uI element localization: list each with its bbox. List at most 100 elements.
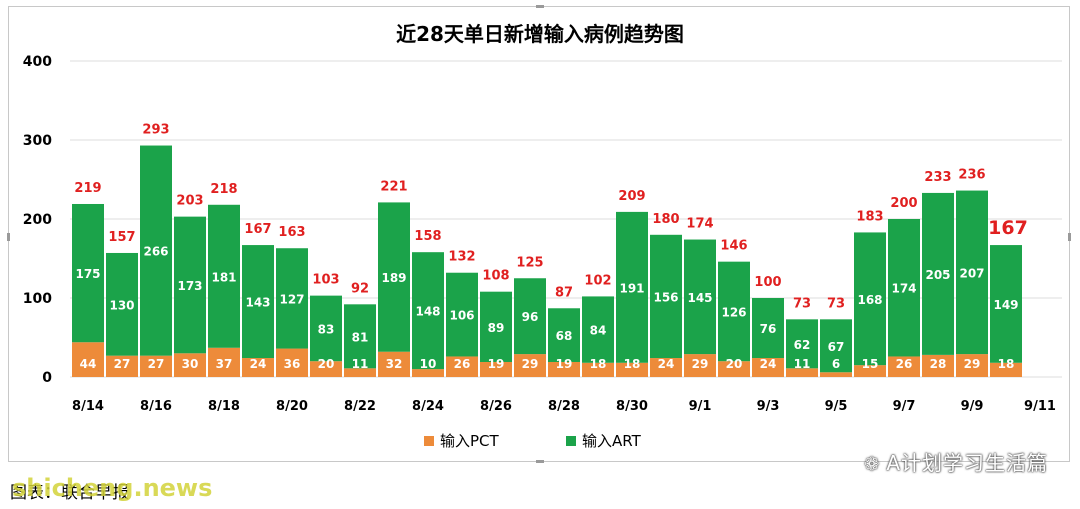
art-value-label: 106 (449, 309, 474, 323)
bar-art (72, 203, 104, 343)
total-value-label: 92 (351, 281, 369, 296)
bar-pct (956, 354, 988, 377)
bar-art (140, 145, 172, 356)
bar-pct (208, 347, 240, 377)
art-value-label: 189 (381, 271, 406, 285)
bar-art (310, 295, 342, 362)
pct-value-label: 19 (556, 357, 573, 371)
bar-art (684, 239, 716, 355)
site-watermark: shicheng.news (12, 474, 213, 502)
total-value-label: 100 (754, 275, 781, 290)
total-value-label: 158 (414, 229, 441, 244)
total-value-label: 163 (278, 225, 305, 240)
total-value-label: 221 (380, 179, 407, 194)
resize-handle-top[interactable] (536, 5, 544, 8)
legend-label: 输入PCT (440, 432, 500, 450)
bar-pct (344, 368, 376, 377)
legend-swatch (566, 436, 576, 446)
x-tick-label: 8/30 (616, 399, 648, 414)
watermark-text: A计划学习生活篇 (886, 451, 1048, 475)
x-tick-label: 9/9 (961, 399, 984, 414)
bar-art (514, 278, 546, 355)
x-tick-label: 8/28 (548, 399, 580, 414)
bar-pct (752, 358, 784, 377)
pct-value-label: 19 (488, 357, 505, 371)
resize-handle-right[interactable] (1068, 233, 1071, 241)
pct-value-label: 37 (216, 357, 233, 371)
pct-value-label: 30 (182, 357, 199, 371)
pct-value-label: 10 (420, 357, 437, 371)
pct-value-label: 18 (998, 357, 1015, 371)
chart: 近28天单日新增输入病例趋势图 0 100 200 300 400 44 175 219 27… (23, 22, 1062, 450)
wechat-icon: ❁ (864, 454, 881, 475)
pct-value-label: 6 (832, 357, 840, 371)
art-value-label: 156 (653, 290, 678, 304)
bar-art (276, 248, 308, 349)
x-tick-label: 9/5 (825, 399, 848, 414)
bar-pct (616, 362, 648, 377)
total-value-label: 233 (924, 170, 951, 185)
total-value-label: 200 (890, 196, 917, 211)
art-value-label: 143 (245, 296, 270, 310)
resize-handle-bottom[interactable] (536, 460, 544, 463)
x-tick-label: 8/18 (208, 399, 240, 414)
x-tick-label: 9/11 (1024, 399, 1056, 414)
bar-pct (174, 353, 206, 377)
total-value-label: 102 (584, 273, 611, 288)
bar-art (616, 211, 648, 363)
pct-value-label: 18 (624, 357, 641, 371)
bar-pct (242, 358, 274, 377)
bar-pct (310, 361, 342, 377)
art-value-label: 81 (352, 330, 369, 344)
bar-pct (650, 358, 682, 377)
watermark: ❁ A计划学习生活篇 (864, 447, 1048, 476)
art-value-label: 96 (522, 310, 539, 324)
total-value-label: 146 (720, 239, 747, 254)
pct-value-label: 29 (522, 357, 539, 371)
pct-value-label: 15 (862, 357, 879, 371)
art-value-label: 149 (993, 298, 1018, 312)
total-value-label: 167 (244, 222, 271, 237)
x-tick-label: 8/22 (344, 399, 376, 414)
y-tick-label: 300 (23, 133, 52, 149)
bar-pct (922, 354, 954, 377)
bar-art (786, 319, 818, 369)
bar-pct (582, 362, 614, 377)
art-value-label: 174 (891, 282, 916, 296)
bar-pct (990, 362, 1022, 377)
bar-art (344, 304, 376, 369)
pct-value-label: 24 (658, 357, 675, 371)
bar-pct (446, 356, 478, 377)
x-tick-label: 9/7 (893, 399, 916, 414)
pct-value-label: 36 (284, 357, 301, 371)
art-value-label: 67 (828, 340, 845, 354)
resize-handle-left[interactable] (7, 233, 10, 241)
pct-value-label: 44 (80, 357, 97, 371)
x-tick-label: 8/16 (140, 399, 172, 414)
bar-pct (106, 355, 138, 377)
bar-pct (72, 342, 104, 377)
total-value-label: 236 (958, 168, 985, 183)
pct-value-label: 24 (250, 357, 267, 371)
bar-art (752, 298, 784, 359)
art-value-label: 175 (75, 267, 100, 281)
total-value-label: 203 (176, 194, 203, 209)
total-value-label: 108 (482, 269, 509, 284)
chart-title: 近28天单日新增输入病例趋势图 (396, 22, 684, 46)
pct-value-label: 11 (794, 357, 811, 371)
total-value-label: 125 (516, 255, 543, 270)
bar-pct (718, 361, 750, 377)
x-tick-label: 8/26 (480, 399, 512, 414)
pct-value-label: 27 (148, 357, 165, 371)
pct-value-label: 18 (590, 357, 607, 371)
pct-value-label: 20 (726, 357, 743, 371)
art-value-label: 173 (177, 279, 202, 293)
bar-art (208, 204, 240, 348)
total-value-label: 87 (555, 285, 573, 300)
legend: 输入PCT 输入ART (424, 432, 642, 450)
total-value-label: 183 (856, 209, 883, 224)
bars: 4417521927130157272662933017320337181218… (72, 123, 1028, 377)
bar-art (990, 245, 1022, 363)
y-axis: 0 100 200 300 400 (23, 54, 52, 386)
total-value-label: 180 (652, 212, 679, 227)
